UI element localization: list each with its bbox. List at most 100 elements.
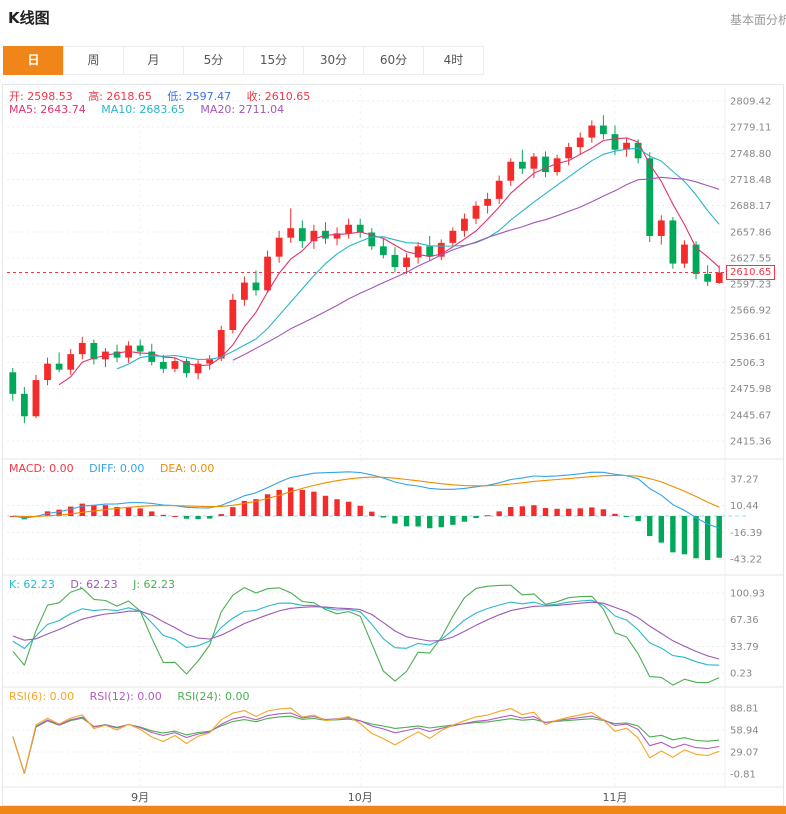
candle-body: [681, 244, 688, 264]
tab-weekly[interactable]: 周: [63, 46, 124, 75]
macd-bar: [681, 516, 688, 555]
macd-bar: [311, 491, 317, 517]
candle-body: [67, 354, 75, 370]
macd-bar: [554, 508, 560, 517]
macd-bar: [276, 489, 282, 517]
macd-bar: [264, 494, 271, 517]
y-axis-label: 37.27: [730, 475, 759, 486]
candle-body: [600, 125, 607, 135]
macd-bar: [542, 508, 549, 517]
candle-body: [391, 254, 399, 268]
macd-bar: [67, 506, 74, 517]
candle-body: [657, 220, 665, 236]
candle-body: [449, 230, 457, 243]
candle-body: [403, 257, 410, 268]
macd-bar: [380, 516, 387, 518]
candle-body: [252, 282, 260, 291]
x-axis-month-label: 11月: [602, 791, 627, 804]
j-line: [12, 584, 720, 686]
ma5-line: [58, 137, 720, 386]
candle-body: [264, 256, 271, 291]
macd-bar: [519, 506, 526, 517]
candle-body: [426, 246, 434, 257]
candle-body: [55, 363, 63, 370]
candle-body: [576, 137, 584, 148]
macd-bar: [438, 516, 444, 528]
candle-body: [183, 361, 190, 374]
candle-body: [704, 273, 712, 282]
candle-body: [646, 158, 654, 236]
candle-body: [634, 142, 642, 159]
candle-body: [692, 244, 700, 274]
tab-4hour[interactable]: 4时: [423, 46, 484, 75]
candle-body: [113, 351, 121, 358]
macd-bar: [450, 516, 456, 525]
candle-body: [229, 299, 237, 331]
candle-body: [78, 342, 86, 355]
last-price-tag: 2610.65: [726, 265, 776, 280]
macd-bar: [253, 499, 259, 517]
candle-body: [90, 342, 98, 360]
candle-body: [542, 156, 549, 173]
macd-bar: [565, 508, 572, 517]
rsi6-line: [12, 707, 720, 774]
macd-bar: [647, 516, 653, 536]
y-axis-label: 29.07: [730, 748, 759, 759]
candle-body: [32, 380, 40, 417]
macd-bar: [484, 515, 491, 517]
y-axis-label: 2627.55: [730, 253, 771, 264]
candle-body: [437, 242, 445, 257]
y-axis-label: 2475.98: [730, 384, 771, 395]
macd-bar: [369, 511, 375, 517]
macd-bar: [125, 506, 132, 517]
macd-bar: [658, 516, 665, 543]
macd-bar: [426, 516, 433, 529]
candle-body: [553, 158, 561, 173]
candle-body: [565, 147, 573, 159]
macd-bar: [149, 511, 155, 517]
macd-bar: [357, 505, 363, 517]
timeframe-tabs: 日 周 月 5分 15分 30分 60分 4时: [3, 46, 484, 75]
y-axis-label: 2657.86: [730, 227, 771, 238]
tab-30min[interactable]: 30分: [303, 46, 364, 75]
macd-bar: [322, 495, 329, 517]
candle-body: [194, 363, 202, 374]
macd-bar: [288, 487, 294, 517]
y-axis-label: 2415.36: [730, 437, 771, 448]
y-axis-label: 2718.48: [730, 175, 771, 186]
candle-body: [171, 361, 179, 369]
macd-bar: [160, 514, 167, 517]
candle-body: [484, 198, 491, 206]
candle-body: [611, 134, 619, 150]
y-axis-label: 2809.42: [730, 97, 771, 108]
y-axis-label: 2688.17: [730, 201, 771, 212]
candle-body: [287, 228, 295, 238]
kline-chart[interactable]: 2809.42 2779.11 2748.80 2718.48 2688.17 2657.…: [2, 84, 784, 806]
y-axis-label: 10.44: [730, 501, 759, 512]
tab-monthly[interactable]: 月: [123, 46, 184, 75]
ma20-line: [232, 176, 720, 361]
y-axis-label: 58.94: [730, 726, 759, 737]
candle-body: [206, 358, 214, 364]
ma10-line: [116, 147, 720, 370]
candle-body: [495, 180, 503, 199]
macd-bar: [334, 499, 340, 517]
fundamental-analysis-link[interactable]: 基本面分析: [730, 13, 786, 27]
macd-bar: [137, 508, 143, 517]
tab-60min[interactable]: 60分: [363, 46, 424, 75]
candle-body: [368, 232, 376, 247]
y-axis-label: 0.23: [730, 669, 752, 680]
macd-bar: [183, 516, 190, 519]
tab-15min[interactable]: 15分: [243, 46, 304, 75]
candle-body: [44, 363, 51, 381]
macd-bar: [461, 516, 468, 522]
candle-body: [310, 230, 318, 242]
tab-daily[interactable]: 日: [3, 46, 64, 75]
tab-5min[interactable]: 5分: [183, 46, 244, 75]
k-line: [12, 599, 720, 666]
y-axis-label: 67.36: [730, 615, 759, 626]
candle-body: [333, 233, 341, 239]
macd-bar: [299, 489, 306, 517]
candle-body: [9, 372, 17, 394]
candle-body: [298, 228, 306, 242]
